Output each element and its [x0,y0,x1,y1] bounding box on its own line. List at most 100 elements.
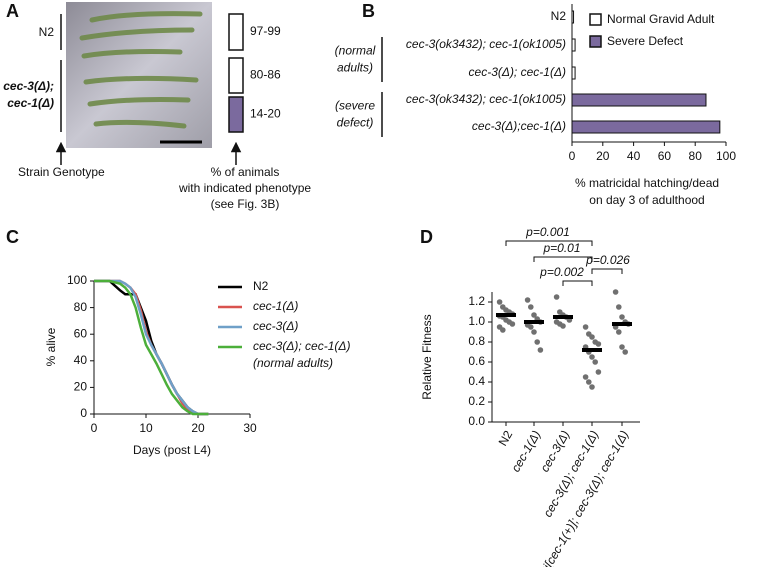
y-tick-label: 0.2 [468,394,485,408]
data-point [612,289,619,295]
y-tick-label: 60 [74,326,88,340]
data-point [553,294,560,300]
y-tick-label: cec-3(Δ); cec-1(Δ) [469,65,566,79]
median-bar [582,348,602,352]
legend-swatch [589,13,602,26]
y-tick-label: cec-3(ok3432); cec-1(ok1005) [406,92,566,106]
p-value: p=0.01 [542,241,580,255]
phenotype-range: 80-86 [250,68,281,82]
p-value: p=0.026 [585,253,630,267]
data-point [616,304,622,310]
data-point [496,299,503,305]
data-point [586,379,592,385]
x-tick-label: 20 [191,421,205,435]
x-axis-label: on day 3 of adulthood [589,193,704,207]
legend-note: (normal adults) [253,356,333,370]
x-tick-label: 60 [658,149,672,163]
data-point [619,344,625,350]
y-tick-label: cec-3(ok3432); cec-1(ok1005) [406,37,566,51]
y-tick-label: 100 [67,273,87,287]
legend-label: cec-3(Δ); cec-1(Δ) [253,339,350,353]
x-tick-label: 30 [243,421,257,435]
y-tick-label: 20 [74,380,88,394]
data-point [595,341,602,347]
line [94,279,209,416]
median-bar [553,315,573,319]
data-point [582,374,589,380]
group-label: (normal [335,44,376,58]
group-label: adults) [337,61,373,75]
y-tick-label: 0.6 [468,354,485,368]
data-point [528,324,534,330]
legend-label: cec-1(Δ) [253,299,298,313]
p-value: p=0.002 [539,265,584,279]
bar [571,10,575,24]
y-tick-label: 0.8 [468,334,485,348]
data-point [534,339,540,345]
y-tick-label: 40 [74,353,88,367]
y-tick-label: 1.0 [468,314,485,328]
x-tick-label: 0 [91,421,98,435]
data-point [619,314,625,320]
legend-label: N2 [253,279,269,293]
y-tick-label: 80 [74,300,88,314]
data-point [592,359,598,365]
strain-label: cec-3(Δ); [3,79,54,93]
y-axis-label: Relative Fitness [420,314,434,399]
caption: (see Fig. 3B) [211,197,280,211]
micrograph [66,2,212,148]
p-value: p=0.001 [525,225,570,239]
y-tick-label: N2 [551,9,567,23]
data-point [528,304,534,310]
significance-bracket [562,280,593,286]
data-point [622,349,628,355]
x-tick-label: 80 [689,149,703,163]
legend-label: cec-3(Δ) [253,319,298,333]
panel-label: B [362,1,375,21]
x-tick-label: 20 [596,149,610,163]
line [94,279,209,416]
panel-label: A [6,1,19,21]
median-bar [496,313,516,317]
group-label: (severe [335,99,375,113]
line [94,279,209,416]
significance-bracket [533,256,593,262]
y-tick-label: 1.2 [468,294,485,308]
panel-label: D [420,227,433,247]
caption: % of animals [211,165,280,179]
data-point [595,369,602,375]
phenotype-box [228,57,244,94]
phenotype-box [228,96,244,133]
y-axis-label: % alive [44,327,58,366]
legend-swatch [589,35,602,48]
phenotype-box [228,13,244,51]
data-point [509,321,516,327]
y-tick-label: 0.0 [468,414,485,428]
legend-label: Severe Defect [607,34,684,48]
bar [571,93,707,107]
data-point [500,327,506,333]
data-point [589,354,595,360]
x-tick-label: 40 [627,149,641,163]
line [94,279,209,416]
x-axis-label: Days (post L4) [133,443,211,457]
x-axis-label: % matricidal hatching/dead [575,176,719,190]
data-point [589,384,595,390]
x-tick-label: N2 [496,428,516,449]
median-bar [524,320,544,324]
bar [571,38,576,52]
x-tick-label: 0 [569,149,576,163]
data-point [616,329,622,335]
data-point [589,334,595,340]
bar [571,66,576,80]
x-tick-label: 10 [139,421,153,435]
x-tick-label: 100 [716,149,736,163]
legend-label: Normal Gravid Adult [607,12,715,26]
caption: Strain Genotype [18,165,105,179]
data-point [560,323,566,329]
significance-bracket [505,240,593,246]
phenotype-range: 14-20 [250,107,281,121]
strain-label: N2 [39,25,55,39]
data-point [531,312,537,318]
